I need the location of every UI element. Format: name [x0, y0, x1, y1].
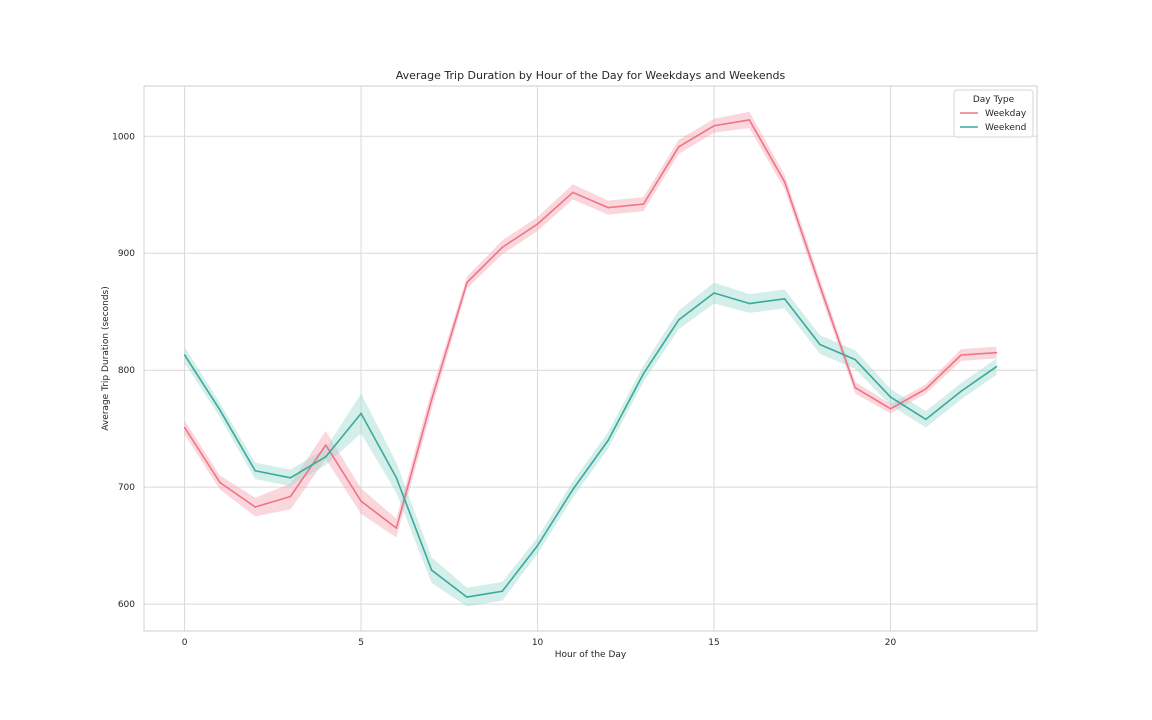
- data-point-weekend: [889, 396, 892, 398]
- data-point-weekday: [430, 398, 433, 401]
- legend-label-weekend: Weekend: [985, 123, 1026, 133]
- data-point-weekend: [219, 409, 221, 411]
- data-point-weekday: [183, 426, 186, 429]
- data-point-weekday: [324, 444, 327, 446]
- x-tick-label: 0: [182, 638, 188, 648]
- data-point-weekday: [395, 527, 398, 529]
- data-point-weekend: [360, 412, 362, 415]
- data-point-weekday: [783, 181, 786, 183]
- legend-title: Day Type: [973, 95, 1015, 105]
- y-tick-label: 600: [118, 600, 135, 610]
- data-point-weekend: [501, 590, 504, 593]
- data-point-weekday: [572, 191, 574, 194]
- data-point-weekday: [713, 124, 715, 127]
- x-tick-label: 20: [885, 638, 897, 648]
- legend-label-weekday: Weekday: [985, 109, 1027, 119]
- y-tick-label: 800: [118, 366, 135, 376]
- data-point-weekday: [960, 354, 962, 356]
- data-point-weekday: [642, 203, 645, 205]
- y-tick-label: 900: [118, 249, 135, 259]
- data-point-weekday: [925, 388, 927, 390]
- plot-frame: [143, 85, 1038, 632]
- data-point-weekend: [289, 476, 292, 479]
- y-tick-label: 700: [118, 483, 135, 493]
- data-point-weekday: [677, 146, 680, 148]
- data-point-weekend: [572, 488, 574, 491]
- chart-title: Average Trip Duration by Hour of the Day…: [396, 69, 786, 82]
- confidence-band-weekend: [184, 282, 997, 607]
- data-point-weekend: [607, 439, 609, 442]
- data-point-weekday: [995, 351, 998, 354]
- x-tick-label: 10: [532, 638, 544, 648]
- data-point-weekday: [607, 206, 609, 209]
- data-point-weekend: [995, 365, 998, 368]
- data-point-weekend: [713, 292, 715, 294]
- data-point-weekend: [430, 569, 433, 571]
- data-point-weekday: [466, 281, 468, 284]
- grid-lines: [144, 86, 1037, 631]
- data-point-weekday: [819, 285, 821, 287]
- x-tick-label: 5: [358, 638, 364, 648]
- data-point-weekday: [501, 246, 504, 249]
- data-point-weekend: [783, 298, 786, 300]
- legend-box: [953, 89, 1034, 138]
- data-point-weekend: [536, 544, 539, 547]
- data-point-weekday: [536, 223, 539, 225]
- data-point-weekend: [748, 302, 751, 305]
- y-axis-label: Average Trip Duration (seconds): [101, 286, 111, 431]
- data-point-weekend: [819, 343, 821, 346]
- data-point-weekend: [854, 358, 857, 361]
- data-point-weekend: [677, 319, 680, 321]
- data-point-weekend: [466, 596, 468, 598]
- series-line-weekday: [183, 119, 997, 529]
- data-point-weekend: [642, 372, 645, 375]
- series-line-weekend: [183, 292, 997, 598]
- data-point-weekday: [889, 407, 892, 410]
- data-point-weekday: [360, 500, 362, 502]
- data-point-weekend: [183, 354, 186, 356]
- y-tick-label: 1000: [112, 132, 135, 142]
- data-point-weekend: [324, 455, 327, 458]
- data-point-weekday: [289, 495, 292, 498]
- data-point-weekend: [925, 418, 927, 421]
- data-point-weekday: [219, 481, 221, 484]
- data-point-weekend: [395, 476, 398, 479]
- tick-labels: 0 5 10 15 20 600 700 800 900 1000: [112, 132, 896, 648]
- data-point-weekend: [960, 390, 962, 393]
- data-point-weekday: [748, 119, 751, 121]
- data-point-weekday: [854, 386, 857, 389]
- x-axis-label: Hour of the Day: [555, 650, 627, 660]
- series-lines: [183, 119, 998, 598]
- data-point-weekday: [254, 506, 256, 508]
- legend: Day Type Weekday Weekend: [953, 89, 1034, 138]
- x-tick-label: 15: [708, 638, 719, 648]
- data-point-weekend: [254, 469, 256, 472]
